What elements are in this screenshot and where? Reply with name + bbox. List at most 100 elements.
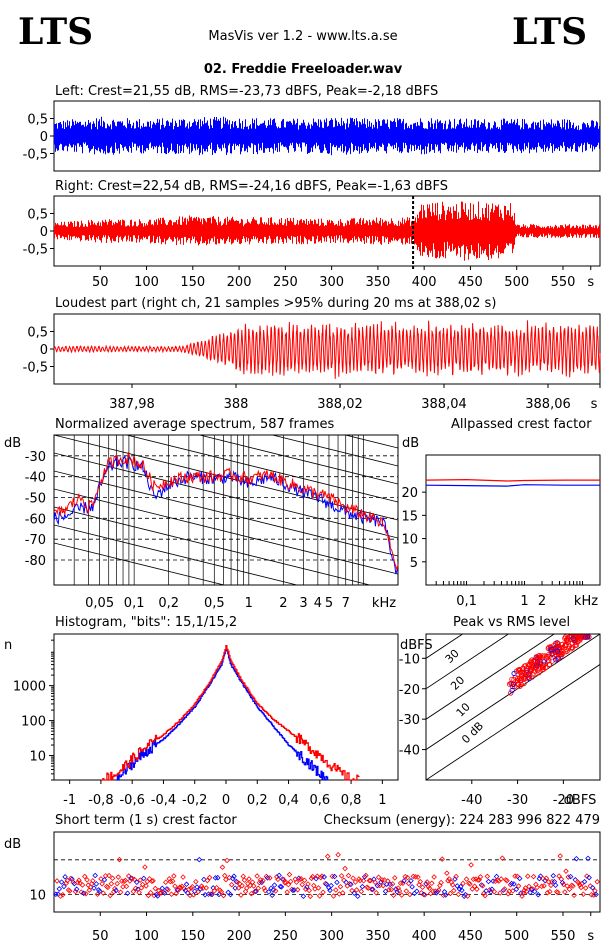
crest-point [286,871,293,878]
crest-point [241,877,248,883]
crest-point [351,890,358,897]
crest-point [167,878,174,885]
left-waveform-panel: 0,5 0 -0,5 [23,100,601,172]
crest-point [158,890,164,896]
crest-point [418,890,425,896]
crest-point [565,874,572,880]
crest-point [115,874,122,880]
crest-point [268,885,274,891]
crest-point [315,885,322,891]
peak-rms-point [541,661,547,668]
x-tick-label: 300 [319,275,344,290]
x-tick-label: -0,8 [88,793,113,808]
peak-rms-point [515,681,521,687]
crest-point [363,872,369,879]
crest-point [424,879,430,885]
crest-point [171,873,177,879]
histogram-panel: n 1000 100 10 -1 -0,8 -0,6 -0,4 -0,2 0 0,2 0,4 0,6 0,… [4,633,399,808]
x-tick-label: 5 [325,596,333,611]
crest-point [191,888,198,894]
crest-point [285,881,292,888]
x-tick-label: 0,2 [247,793,268,808]
peak-rms-point [533,665,540,671]
crest-point [183,881,190,888]
crest-point [523,888,530,895]
peak-rms-point [530,658,537,664]
crest-point [101,877,108,883]
crest-point [338,873,345,879]
crest-point [152,885,159,892]
crest-point [357,877,363,884]
crest-point [165,886,171,893]
crest-point [333,887,339,893]
crest-point [293,879,300,885]
slope-line [125,435,398,503]
x-tick-label: 4 [314,596,322,611]
right-histogram-line [100,644,360,781]
crest-point [154,893,161,899]
crest-point [570,883,576,889]
crest-point [475,877,481,883]
crest-point [337,883,344,890]
crest-point [562,889,568,895]
crest-point [275,876,281,883]
x-tick-label: 350 [365,929,390,944]
crest-point [361,873,368,880]
peak-rms-point [526,674,532,680]
crest-point [57,893,64,899]
crest-point [463,876,470,882]
crest-point [348,881,354,888]
crest-point [231,873,237,880]
crest-point [107,892,113,899]
crest-point [261,885,267,891]
crest-point [556,873,562,879]
x-tick-label: 0,8 [341,793,362,808]
crest-point [535,892,541,898]
x-axis-label: kHz [372,596,396,611]
crest-point [405,880,412,887]
y-axis-label: dB [4,837,21,852]
x-tick-label: -1 [63,793,76,808]
crest-point [186,886,192,893]
peak-rms-point [559,644,565,651]
crest-point [572,877,579,883]
crest-point [526,883,532,890]
crest-point [203,885,209,891]
crest-point [239,882,245,889]
crest-point [589,884,596,891]
crest-point [486,887,493,893]
crest-point [90,878,96,884]
crest-point [434,888,441,895]
crest-point [139,881,146,888]
crest-point [218,888,225,895]
x-tick-label: 0,4 [278,793,299,808]
crest-point [566,886,573,892]
crest-point [58,879,65,885]
crest-point [269,892,275,899]
crest-point [247,882,253,889]
loudest-part-title: Loudest part (right ch, 21 samples >95% … [55,296,496,311]
spectrum-title: Normalized average spectrum, 587 frames [55,417,334,432]
crest-point [577,882,583,888]
crest-point [541,883,547,889]
crest-point [479,882,486,889]
crest-point [387,881,393,888]
crest-point [543,875,550,882]
peak-rms-point [521,680,527,687]
crest-point [143,883,149,889]
crest-line-label: 10 [454,700,473,719]
peak-rms-point [564,637,571,643]
crest-point [374,882,381,889]
crest-point [206,874,213,881]
crest-point [242,888,249,895]
crest-point [78,889,85,895]
crest-point [159,885,166,892]
crest-point [584,873,590,879]
crest-point [212,875,219,881]
crest-point [53,891,59,898]
crest-point [560,881,567,888]
x-tick-label: -0,6 [119,793,144,808]
right-waveform-panel: 0,5 0 -0,5 50 100 150 200 250 300 350 400 450 500 550… [23,195,601,290]
x-tick-label: 500 [504,275,529,290]
spectrum-panel: -30 -40 -50 -60 -70 -80 dB 0,05 0,1 0,2 0,5 1 2 3 4 5 7 k… [4,434,399,611]
